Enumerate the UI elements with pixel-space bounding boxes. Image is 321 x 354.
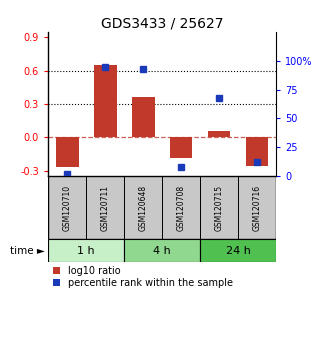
Bar xyxy=(208,131,230,137)
Bar xyxy=(56,137,79,167)
Text: GSM120711: GSM120711 xyxy=(100,185,110,231)
FancyBboxPatch shape xyxy=(162,176,200,239)
Bar xyxy=(170,137,193,159)
Text: GSM120710: GSM120710 xyxy=(63,185,72,231)
Bar xyxy=(246,137,268,166)
Text: GSM120708: GSM120708 xyxy=(177,185,186,231)
Text: time ►: time ► xyxy=(10,246,45,256)
Text: 24 h: 24 h xyxy=(226,246,250,256)
Title: GDS3433 / 25627: GDS3433 / 25627 xyxy=(101,17,223,31)
Text: GSM120715: GSM120715 xyxy=(214,185,224,231)
Bar xyxy=(132,97,154,137)
FancyBboxPatch shape xyxy=(200,176,238,239)
FancyBboxPatch shape xyxy=(124,239,200,262)
FancyBboxPatch shape xyxy=(124,176,162,239)
Legend: log10 ratio, percentile rank within the sample: log10 ratio, percentile rank within the … xyxy=(53,266,233,288)
Text: 4 h: 4 h xyxy=(153,246,171,256)
FancyBboxPatch shape xyxy=(86,176,124,239)
FancyBboxPatch shape xyxy=(48,239,124,262)
Bar xyxy=(94,65,117,137)
Text: GSM120648: GSM120648 xyxy=(139,185,148,231)
FancyBboxPatch shape xyxy=(238,176,276,239)
FancyBboxPatch shape xyxy=(200,239,276,262)
FancyBboxPatch shape xyxy=(48,176,86,239)
Text: GSM120716: GSM120716 xyxy=(253,185,262,231)
Text: 1 h: 1 h xyxy=(77,246,95,256)
